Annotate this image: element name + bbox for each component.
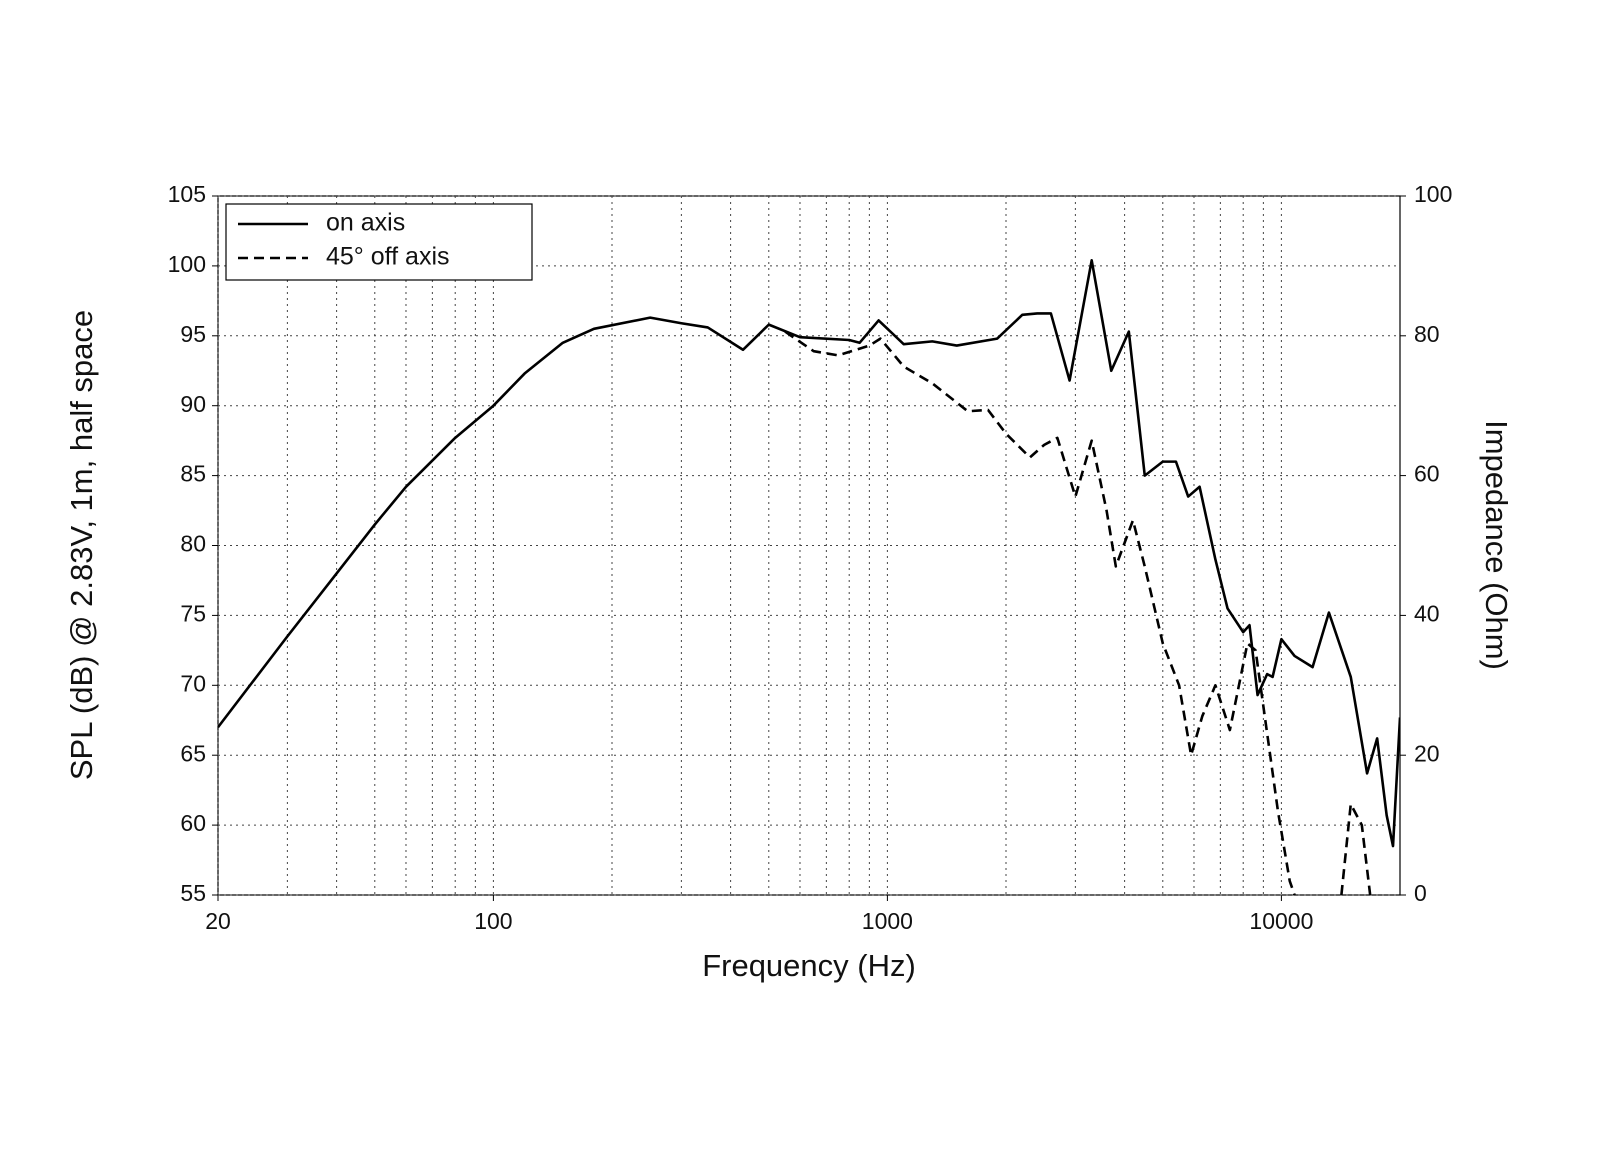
x-axis-title: Frequency (Hz) [702, 948, 916, 983]
y2-tick-label: 80 [1414, 321, 1440, 347]
y-tick-label: 55 [180, 880, 206, 906]
y-tick-label: 60 [180, 810, 206, 836]
y-tick-label: 105 [168, 181, 206, 207]
series-line [784, 330, 1372, 895]
x-tick-label: 10000 [1249, 908, 1313, 934]
legend-box [225, 203, 533, 281]
y-tick-label: 100 [168, 251, 206, 277]
x-tick-label: 100 [474, 908, 512, 934]
x-tick-label: 20 [205, 908, 231, 934]
y-tick-label: 75 [180, 600, 206, 626]
y-axis-title: SPL (dB) @ 2.83V, 1m, half space [64, 310, 99, 780]
y2-tick-label: 0 [1414, 880, 1427, 906]
x-tick-label: 1000 [862, 908, 913, 934]
y-tick-label: 90 [180, 391, 206, 417]
y-tick-label: 95 [180, 321, 206, 347]
plot-frame [217, 195, 1401, 896]
y2-tick-label: 20 [1414, 740, 1440, 766]
y2-tick-label: 40 [1414, 600, 1440, 626]
legend-label: on axis [326, 209, 405, 237]
grid: 20 100 1000 10000 55 60 65 70 75 80 85 90 95 100 105 0 2… [168, 181, 1453, 934]
lines [218, 259, 1400, 895]
y2-tick-label: 60 [1414, 461, 1440, 487]
y-tick-label: 80 [180, 531, 206, 557]
legend: on axis 45° off axis [225, 203, 533, 281]
legend-label: 45° off axis [326, 243, 450, 271]
series-line [218, 259, 1400, 848]
y-tick-label: 85 [180, 461, 206, 487]
y-tick-label: 65 [180, 740, 206, 766]
y2-axis-title: Impedance (Ohm) [1479, 420, 1514, 670]
y-tick-label: 70 [180, 670, 206, 696]
y2-tick-label: 100 [1414, 181, 1452, 207]
